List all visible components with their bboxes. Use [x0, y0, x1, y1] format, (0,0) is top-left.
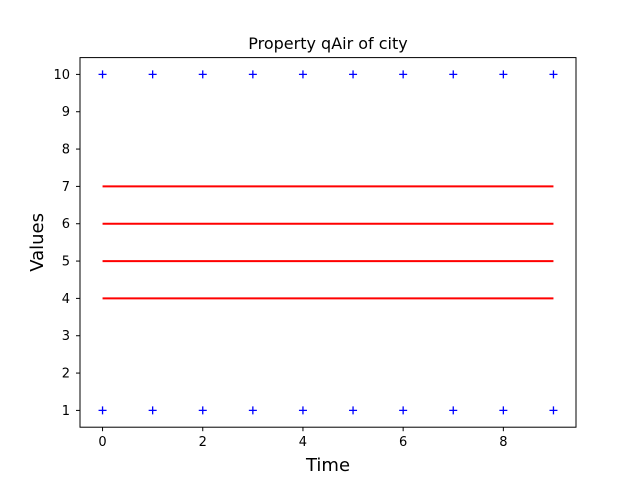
- y-tick-label: 5: [62, 255, 70, 270]
- y-tick-label: 8: [62, 143, 70, 158]
- series-1-point-4: [298, 70, 307, 79]
- y-tick-label: 4: [62, 292, 70, 307]
- y-axis-label: Values: [27, 213, 48, 272]
- y-tick-label: 2: [62, 367, 70, 382]
- plot-area: [98, 70, 558, 415]
- series-0-point-1: [148, 406, 157, 415]
- series-0-point-3: [248, 406, 257, 415]
- series-1-point-7: [449, 70, 458, 79]
- series-0-point-8: [499, 406, 508, 415]
- y-tick-label: 10: [53, 68, 70, 83]
- series-1-point-5: [349, 70, 358, 79]
- y-tick-label: 3: [62, 329, 70, 344]
- series-0-point-4: [298, 406, 307, 415]
- series-0-point-2: [198, 406, 207, 415]
- x-tick-label: 6: [399, 435, 407, 450]
- series-1-point-6: [399, 70, 408, 79]
- x-tick-label: 0: [98, 435, 106, 450]
- x-tick-label: 4: [299, 435, 307, 450]
- y-tick-label: 9: [62, 105, 70, 120]
- y-axis: 1 2 3 4 5 6 7 8 9 10: [53, 68, 80, 419]
- series-1-point-0: [98, 70, 107, 79]
- y-tick-label: 7: [62, 180, 70, 195]
- series-1-point-2: [198, 70, 207, 79]
- series-0-point-6: [399, 406, 408, 415]
- y-tick-label: 6: [62, 217, 70, 232]
- x-tick-label: 8: [499, 435, 507, 450]
- series-0-point-0: [98, 406, 107, 415]
- series-1-point-3: [248, 70, 257, 79]
- series-1-point-9: [549, 70, 558, 79]
- plot-frame: [79, 57, 577, 428]
- series-0-point-5: [349, 406, 358, 415]
- series-0-point-9: [549, 406, 558, 415]
- series-1-point-8: [499, 70, 508, 79]
- series-1-point-1: [148, 70, 157, 79]
- y-tick-label: 1: [62, 404, 70, 419]
- chart-title: Property qAir of city: [248, 34, 408, 53]
- x-tick-label: 2: [199, 435, 207, 450]
- x-axis-label: Time: [305, 455, 350, 476]
- x-axis: 0 2 4 6 8: [98, 427, 507, 450]
- series-0-point-7: [449, 406, 458, 415]
